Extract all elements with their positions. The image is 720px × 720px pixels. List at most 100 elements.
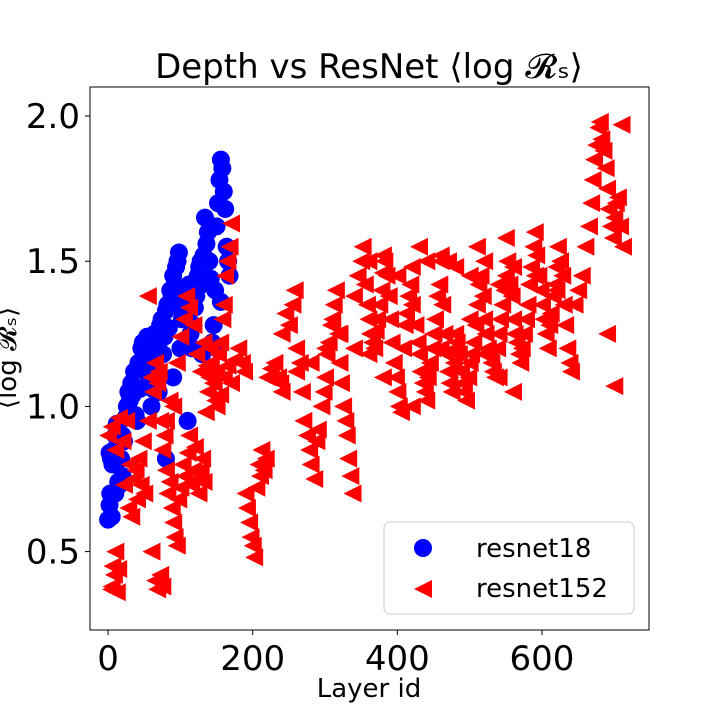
data-point-resnet18 [216, 199, 235, 218]
data-point-resnet152 [339, 449, 358, 468]
data-point-resnet152 [222, 374, 241, 393]
data-point-resnet152 [582, 194, 601, 213]
data-point-resnet152 [326, 281, 345, 300]
data-point-resnet152 [541, 304, 560, 323]
data-point-resnet152 [417, 252, 436, 271]
data-point-resnet152 [185, 438, 204, 457]
data-point-resnet152 [153, 577, 172, 596]
data-point-resnet152 [368, 310, 387, 329]
data-point-resnet152 [156, 411, 175, 430]
data-point-resnet152 [598, 179, 617, 198]
data-point-resnet152 [247, 478, 266, 497]
data-point-resnet152 [449, 345, 468, 364]
data-point-resnet152 [430, 275, 449, 294]
data-point-resnet152 [149, 362, 168, 381]
data-point-resnet152 [102, 417, 121, 436]
data-point-resnet152 [435, 324, 454, 343]
data-point-resnet152 [334, 397, 353, 416]
data-point-resnet152 [561, 362, 580, 381]
data-point-resnet152 [171, 478, 190, 497]
data-point-resnet152 [164, 397, 183, 416]
data-point-resnet152 [265, 353, 284, 372]
data-point-resnet152 [512, 339, 531, 358]
y-tick-label: 1.0 [26, 387, 80, 427]
data-point-resnet18 [171, 339, 190, 358]
data-point-resnet152 [211, 385, 230, 404]
data-point-resnet152 [341, 467, 360, 486]
data-point-resnet152 [585, 150, 604, 169]
data-point-resnet152 [397, 304, 416, 323]
data-point-resnet152 [180, 298, 199, 317]
data-point-resnet152 [576, 237, 595, 256]
data-point-resnet152 [471, 266, 490, 285]
data-point-resnet152 [177, 287, 196, 306]
data-point-resnet152 [551, 252, 570, 271]
y-axis-label: ⟨log 𝓡ₛ⟩ [0, 307, 23, 409]
data-point-resnet152 [540, 316, 559, 335]
data-point-resnet152 [613, 237, 632, 256]
data-point-resnet152 [316, 368, 335, 387]
plot-frame [89, 86, 650, 631]
data-point-resnet152 [500, 275, 519, 294]
data-point-resnet152 [496, 228, 515, 247]
data-point-resnet152 [314, 382, 333, 401]
data-point-resnet152 [330, 324, 349, 343]
data-point-resnet152 [113, 432, 132, 451]
data-point-resnet152 [142, 542, 161, 561]
data-point-resnet152 [491, 310, 510, 329]
data-point-resnet152 [294, 411, 313, 430]
data-point-resnet18 [102, 507, 121, 526]
data-point-resnet152 [344, 287, 363, 306]
data-point-resnet152 [517, 310, 536, 329]
data-point-resnet152 [245, 548, 264, 567]
data-point-resnet152 [438, 252, 457, 271]
data-point-resnet152 [135, 484, 154, 503]
data-point-resnet152 [214, 295, 233, 314]
data-point-resnet152 [156, 461, 175, 480]
data-point-resnet18 [169, 243, 188, 262]
x-axis: 0 200 400 600 [97, 630, 574, 679]
data-point-resnet152 [417, 362, 436, 381]
data-point-resnet152 [382, 333, 401, 352]
data-point-resnet152 [388, 266, 407, 285]
data-point-resnet152 [464, 333, 483, 352]
data-point-resnet152 [138, 411, 157, 430]
data-point-resnet18 [207, 217, 226, 236]
data-point-resnet152 [254, 461, 273, 480]
data-point-resnet152 [502, 287, 521, 306]
data-point-resnet152 [596, 159, 615, 178]
data-point-resnet152 [197, 356, 216, 375]
data-point-resnet152 [594, 141, 613, 160]
data-point-resnet152 [395, 316, 414, 335]
data-point-resnet152 [608, 188, 627, 207]
data-point-resnet152 [207, 397, 226, 416]
data-point-resnet152 [489, 275, 508, 294]
data-point-resnet152 [107, 583, 126, 602]
data-point-resnet152 [213, 310, 232, 329]
data-point-resnet152 [308, 420, 327, 439]
data-point-resnet152 [590, 112, 609, 131]
data-point-resnet152 [558, 339, 577, 358]
data-point-resnet152 [300, 440, 319, 459]
data-point-resnet152 [379, 287, 398, 306]
legend-marker-resnet18 [414, 539, 432, 557]
data-point-resnet152 [547, 281, 566, 300]
data-point-resnet152 [514, 324, 533, 343]
data-point-resnet152 [598, 324, 617, 343]
data-point-resnet152 [348, 266, 367, 285]
data-point-resnet152 [467, 237, 486, 256]
data-point-resnet152 [153, 440, 172, 459]
data-point-resnet152 [460, 266, 479, 285]
data-point-resnet152 [287, 362, 306, 381]
data-point-resnet152 [106, 542, 125, 561]
data-point-resnet152 [189, 484, 208, 503]
legend-marker-resnet152 [414, 580, 432, 598]
data-point-resnet152 [316, 339, 335, 358]
data-point-resnet152 [489, 324, 508, 343]
data-point-resnet152 [384, 353, 403, 372]
x-tick-label: 200 [220, 639, 285, 679]
data-point-resnet152 [201, 339, 220, 358]
data-point-resnet152 [401, 275, 420, 294]
x-tick-label: 0 [97, 639, 119, 679]
